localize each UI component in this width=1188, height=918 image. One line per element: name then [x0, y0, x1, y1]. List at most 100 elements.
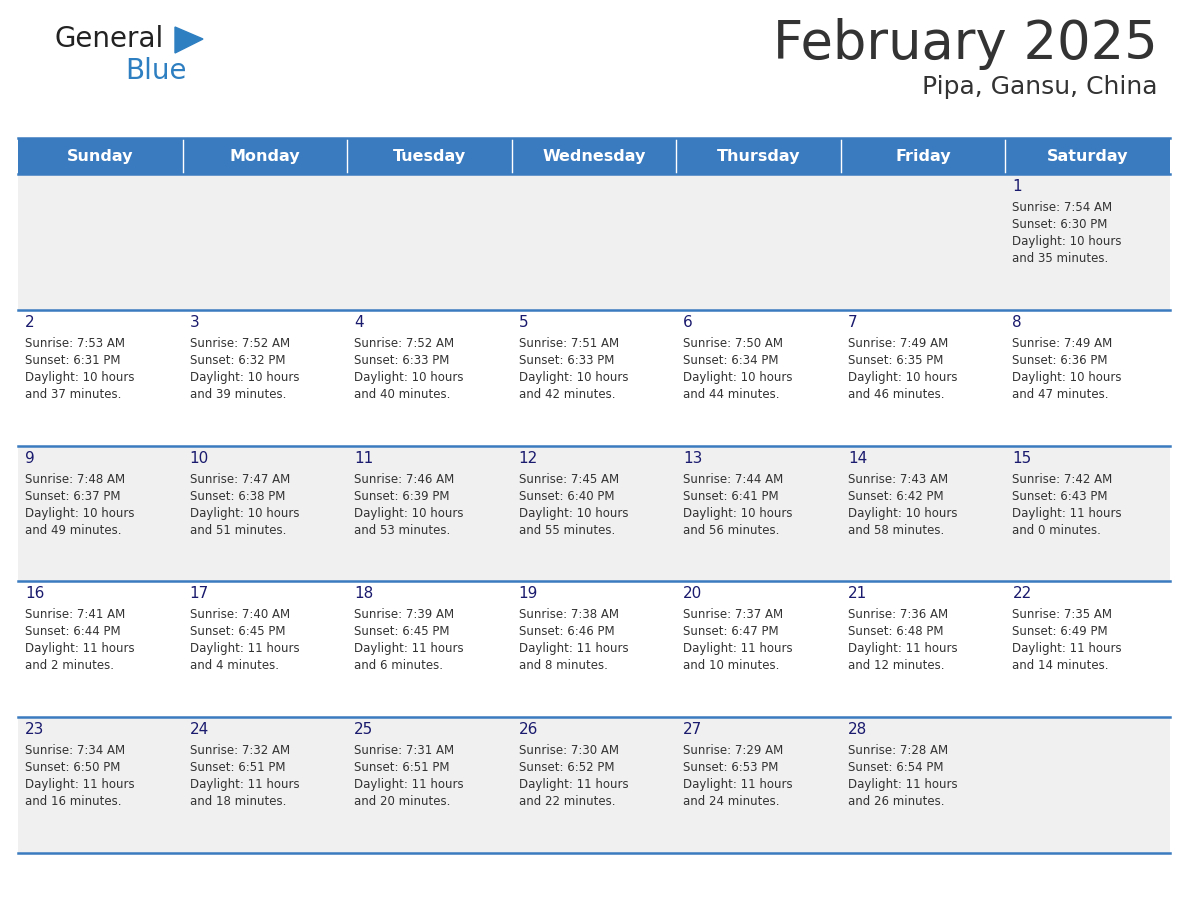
- Text: Daylight: 10 hours: Daylight: 10 hours: [190, 507, 299, 520]
- Text: Sunset: 6:42 PM: Sunset: 6:42 PM: [848, 489, 943, 502]
- Text: Sunrise: 7:40 AM: Sunrise: 7:40 AM: [190, 609, 290, 621]
- Text: 20: 20: [683, 587, 702, 601]
- Text: Daylight: 11 hours: Daylight: 11 hours: [1012, 507, 1121, 520]
- Text: and 12 minutes.: and 12 minutes.: [848, 659, 944, 672]
- Bar: [512, 138, 676, 174]
- Text: Sunset: 6:39 PM: Sunset: 6:39 PM: [354, 489, 449, 502]
- Text: Sunset: 6:41 PM: Sunset: 6:41 PM: [683, 489, 779, 502]
- Text: General: General: [55, 25, 164, 53]
- Text: Daylight: 10 hours: Daylight: 10 hours: [683, 371, 792, 384]
- Bar: [512, 581, 676, 717]
- Text: Sunrise: 7:50 AM: Sunrise: 7:50 AM: [683, 337, 783, 350]
- Text: Sunrise: 7:53 AM: Sunrise: 7:53 AM: [25, 337, 125, 350]
- Text: Daylight: 10 hours: Daylight: 10 hours: [519, 371, 628, 384]
- Text: Sunrise: 7:45 AM: Sunrise: 7:45 AM: [519, 473, 619, 486]
- Bar: [183, 445, 347, 581]
- Text: Sunset: 6:36 PM: Sunset: 6:36 PM: [1012, 353, 1108, 367]
- Text: Daylight: 11 hours: Daylight: 11 hours: [354, 778, 463, 791]
- Bar: [512, 445, 676, 581]
- Text: Sunset: 6:47 PM: Sunset: 6:47 PM: [683, 625, 779, 638]
- Text: 2: 2: [25, 315, 34, 330]
- Text: and 51 minutes.: and 51 minutes.: [190, 523, 286, 537]
- Text: and 35 minutes.: and 35 minutes.: [1012, 252, 1108, 265]
- Text: Sunset: 6:38 PM: Sunset: 6:38 PM: [190, 489, 285, 502]
- Bar: [1005, 309, 1170, 445]
- Text: 24: 24: [190, 722, 209, 737]
- Text: Daylight: 10 hours: Daylight: 10 hours: [354, 371, 463, 384]
- Text: 21: 21: [848, 587, 867, 601]
- Text: Sunrise: 7:52 AM: Sunrise: 7:52 AM: [190, 337, 290, 350]
- Text: and 46 minutes.: and 46 minutes.: [848, 387, 944, 401]
- Text: and 44 minutes.: and 44 minutes.: [683, 387, 779, 401]
- Bar: [676, 309, 841, 445]
- Bar: [676, 717, 841, 853]
- Bar: [512, 174, 676, 309]
- Bar: [183, 138, 347, 174]
- Text: February 2025: February 2025: [773, 18, 1158, 70]
- Bar: [841, 138, 1005, 174]
- Text: Daylight: 11 hours: Daylight: 11 hours: [190, 778, 299, 791]
- Text: 26: 26: [519, 722, 538, 737]
- Text: Daylight: 11 hours: Daylight: 11 hours: [25, 778, 134, 791]
- Text: Sunrise: 7:46 AM: Sunrise: 7:46 AM: [354, 473, 454, 486]
- Bar: [18, 717, 183, 853]
- Bar: [347, 138, 512, 174]
- Text: Sunrise: 7:34 AM: Sunrise: 7:34 AM: [25, 744, 125, 757]
- Text: Sunrise: 7:49 AM: Sunrise: 7:49 AM: [848, 337, 948, 350]
- Text: Friday: Friday: [896, 149, 950, 163]
- Text: Daylight: 10 hours: Daylight: 10 hours: [25, 507, 134, 520]
- Text: and 47 minutes.: and 47 minutes.: [1012, 387, 1108, 401]
- Bar: [1005, 445, 1170, 581]
- Text: Daylight: 11 hours: Daylight: 11 hours: [848, 778, 958, 791]
- Text: Sunrise: 7:38 AM: Sunrise: 7:38 AM: [519, 609, 619, 621]
- Text: 7: 7: [848, 315, 858, 330]
- Text: Daylight: 11 hours: Daylight: 11 hours: [848, 643, 958, 655]
- Text: 28: 28: [848, 722, 867, 737]
- Text: Sunrise: 7:32 AM: Sunrise: 7:32 AM: [190, 744, 290, 757]
- Text: Daylight: 11 hours: Daylight: 11 hours: [683, 643, 792, 655]
- Text: Sunrise: 7:30 AM: Sunrise: 7:30 AM: [519, 744, 619, 757]
- Text: 25: 25: [354, 722, 373, 737]
- Bar: [347, 445, 512, 581]
- Text: Daylight: 10 hours: Daylight: 10 hours: [848, 371, 958, 384]
- Text: Daylight: 10 hours: Daylight: 10 hours: [354, 507, 463, 520]
- Text: Sunset: 6:35 PM: Sunset: 6:35 PM: [848, 353, 943, 367]
- Text: Daylight: 11 hours: Daylight: 11 hours: [354, 643, 463, 655]
- Bar: [347, 174, 512, 309]
- Text: 16: 16: [25, 587, 44, 601]
- Text: Sunset: 6:40 PM: Sunset: 6:40 PM: [519, 489, 614, 502]
- Text: 15: 15: [1012, 451, 1031, 465]
- Text: and 39 minutes.: and 39 minutes.: [190, 387, 286, 401]
- Text: 3: 3: [190, 315, 200, 330]
- Text: Sunset: 6:46 PM: Sunset: 6:46 PM: [519, 625, 614, 638]
- Bar: [347, 581, 512, 717]
- Text: Sunset: 6:51 PM: Sunset: 6:51 PM: [354, 761, 449, 774]
- Text: Daylight: 11 hours: Daylight: 11 hours: [683, 778, 792, 791]
- Text: Sunset: 6:44 PM: Sunset: 6:44 PM: [25, 625, 121, 638]
- Text: Sunset: 6:49 PM: Sunset: 6:49 PM: [1012, 625, 1108, 638]
- Text: and 56 minutes.: and 56 minutes.: [683, 523, 779, 537]
- Bar: [512, 309, 676, 445]
- Text: Sunrise: 7:29 AM: Sunrise: 7:29 AM: [683, 744, 784, 757]
- Text: Sunrise: 7:37 AM: Sunrise: 7:37 AM: [683, 609, 783, 621]
- Text: Sunrise: 7:28 AM: Sunrise: 7:28 AM: [848, 744, 948, 757]
- Text: Sunset: 6:34 PM: Sunset: 6:34 PM: [683, 353, 779, 367]
- Polygon shape: [175, 27, 203, 53]
- Text: Sunset: 6:43 PM: Sunset: 6:43 PM: [1012, 489, 1108, 502]
- Bar: [18, 581, 183, 717]
- Text: 4: 4: [354, 315, 364, 330]
- Text: Sunset: 6:52 PM: Sunset: 6:52 PM: [519, 761, 614, 774]
- Text: and 40 minutes.: and 40 minutes.: [354, 387, 450, 401]
- Text: Pipa, Gansu, China: Pipa, Gansu, China: [923, 75, 1158, 99]
- Bar: [347, 717, 512, 853]
- Bar: [183, 174, 347, 309]
- Text: Sunset: 6:33 PM: Sunset: 6:33 PM: [519, 353, 614, 367]
- Text: Sunday: Sunday: [67, 149, 133, 163]
- Text: Sunset: 6:37 PM: Sunset: 6:37 PM: [25, 489, 120, 502]
- Bar: [676, 445, 841, 581]
- Text: Sunrise: 7:49 AM: Sunrise: 7:49 AM: [1012, 337, 1113, 350]
- Text: Saturday: Saturday: [1047, 149, 1129, 163]
- Text: Tuesday: Tuesday: [393, 149, 466, 163]
- Text: Daylight: 10 hours: Daylight: 10 hours: [25, 371, 134, 384]
- Bar: [183, 309, 347, 445]
